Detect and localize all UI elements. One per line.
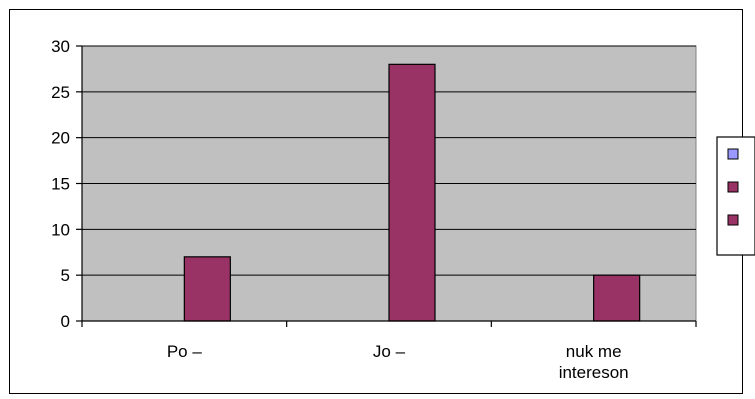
bar — [593, 274, 641, 322]
bars — [183, 63, 641, 322]
x-category-label-line: Po – — [167, 342, 203, 361]
legend-swatch — [727, 181, 739, 193]
y-tick-label: 5 — [61, 266, 70, 285]
axes — [76, 45, 697, 327]
legend-swatch — [727, 214, 739, 226]
x-category-label-line: Jo – — [373, 342, 406, 361]
legend-swatch — [727, 148, 739, 160]
x-category-labels: Po – Jo – nuk me intereson — [167, 342, 629, 382]
y-tick-label: 10 — [51, 220, 70, 239]
x-category-label: Po – — [167, 342, 203, 361]
y-tick-label: 20 — [51, 129, 70, 148]
x-category-label: Jo – — [373, 342, 406, 361]
y-tick-label: 25 — [51, 83, 70, 102]
y-tick-label: 0 — [61, 312, 70, 331]
y-tick-labels: 0 5 10 15 20 25 30 — [51, 37, 70, 331]
x-category-label: nuk me intereson — [559, 342, 629, 382]
bar — [388, 63, 436, 322]
bar — [183, 256, 231, 322]
y-tick-label: 15 — [51, 175, 70, 194]
x-category-label-line: intereson — [559, 363, 629, 382]
x-category-label-line: nuk me — [566, 342, 622, 361]
y-tick-label: 30 — [51, 37, 70, 56]
legend — [716, 136, 755, 256]
